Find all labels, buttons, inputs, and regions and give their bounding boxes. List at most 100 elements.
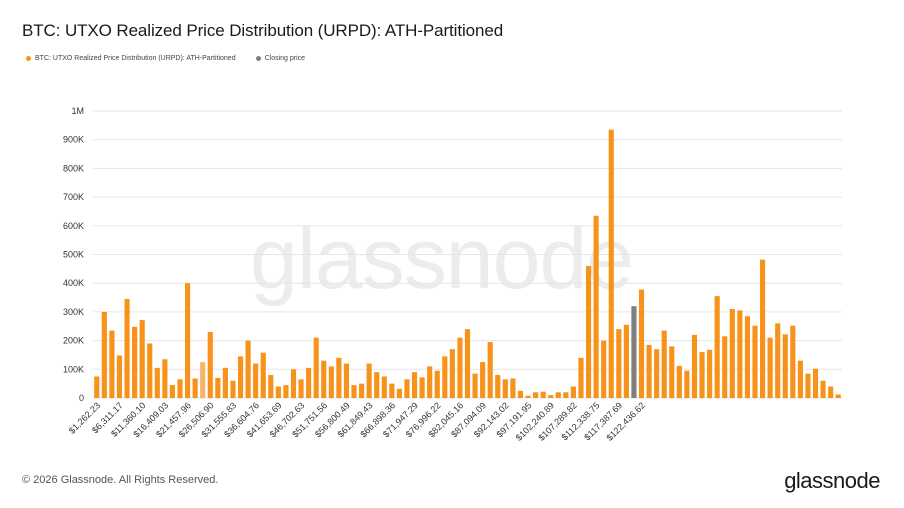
bar [797,360,803,398]
y-tick-label: 800K [63,163,84,173]
chart-title: BTC: UTXO Realized Price Distribution (U… [22,21,504,40]
bar [616,329,622,398]
bar [767,337,773,398]
bar [487,342,493,398]
bar [374,372,380,398]
bar [359,383,365,398]
bar [253,363,259,398]
bar [200,362,206,398]
legend-swatch-urpd [26,56,31,61]
bar [661,330,667,398]
bar [495,375,501,398]
y-tick-label: 500K [63,250,84,260]
bar [464,329,471,398]
bar [517,390,524,398]
bar [351,385,357,398]
bar [245,340,251,398]
legend: BTC: UTXO Realized Price Distribution (U… [26,55,305,62]
bar [548,395,554,398]
bar [707,349,713,398]
bar [132,326,138,398]
y-tick-label: 900K [63,135,84,145]
bar [147,343,153,398]
bar [654,349,660,398]
y-tick-label: 0 [79,393,84,403]
bar [805,373,811,398]
bar [139,319,145,398]
watermark: glassnode [250,211,634,307]
legend-item-closing-price[interactable]: Closing price [255,55,306,62]
bar [215,377,221,398]
bar [601,340,607,398]
bar [442,356,448,398]
bar [237,356,244,398]
y-tick-label: 100K [63,364,84,374]
bar [268,375,274,398]
bar [744,316,751,398]
bar [207,331,213,398]
bar [578,357,584,398]
bar [116,355,123,398]
bar [230,380,236,398]
bar [812,368,819,398]
copyright-footer: © 2026 Glassnode. All Rights Reserved. [22,474,219,486]
bar [775,323,781,398]
bar [533,392,539,398]
bar [737,310,743,398]
bar [290,369,297,398]
bar [669,346,675,398]
y-tick-label: 400K [63,278,84,288]
bar [260,352,266,398]
bar [184,283,191,398]
bar [283,385,289,398]
y-tick-label: 600K [63,221,84,231]
bar [343,363,350,398]
legend-item-urpd[interactable]: BTC: UTXO Realized Price Distribution (U… [26,55,236,62]
bar [608,129,614,398]
bar [222,367,228,398]
bar [169,385,176,398]
bar [623,324,629,398]
bar [192,378,198,398]
y-tick-label: 300K [63,307,84,317]
bar [101,311,107,398]
bar [782,334,788,398]
bar [177,379,183,398]
bar [502,379,508,398]
bar [381,376,387,398]
bar [94,376,100,398]
bar [109,330,115,398]
bar [389,383,395,398]
bar [510,378,516,398]
bar [729,309,735,398]
legend-label-closing-price: Closing price [264,55,306,62]
bar [275,386,281,398]
bar [404,379,410,398]
bar [752,325,758,398]
bar [593,215,599,398]
bar [722,336,728,398]
bar [419,377,425,398]
bar [328,366,334,398]
legend-swatch-closing-price [255,56,261,61]
bar [472,373,478,398]
y-tick-label: 700K [63,192,84,202]
bar [434,370,440,398]
bar [563,392,569,398]
bar [298,379,304,398]
bar [154,367,160,398]
bar [427,366,433,398]
bar [480,362,486,398]
bar [124,298,130,398]
bar [759,259,766,398]
bar [714,296,720,398]
bar [790,325,796,398]
bar [306,367,312,398]
bar [396,388,402,398]
bar [525,395,531,398]
bar [366,363,372,398]
legend-label-urpd: BTC: UTXO Realized Price Distribution (U… [35,55,236,62]
bar [820,380,826,398]
bar [449,349,455,398]
